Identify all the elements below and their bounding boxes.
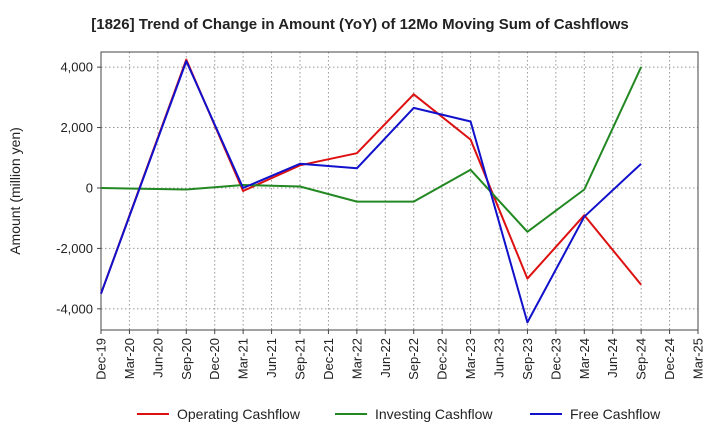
x-tick-label: Sep-20 (179, 338, 194, 380)
x-tick-label: Mar-25 (691, 338, 706, 379)
y-tick-label: 2,000 (60, 120, 93, 135)
x-tick-label: Dec-23 (548, 338, 563, 380)
x-tick-label: Jun-22 (378, 338, 393, 378)
x-tick-label: Dec-20 (207, 338, 222, 380)
x-axis-ticks: Dec-19 Mar-20 Jun-20 Sep-20 Dec-20 Mar-21 Jun-… (94, 330, 706, 380)
y-tick-label: -4,000 (56, 301, 93, 316)
series-lines (100, 58, 643, 324)
legend: Operating Cashflow Investing Cashflow Free… (137, 406, 661, 422)
free-cashflow-line (100, 60, 642, 324)
x-tick-label: Jun-23 (492, 338, 507, 378)
x-tick-label: Mar-24 (577, 338, 592, 379)
x-tick-label: Sep-24 (634, 338, 649, 380)
y-axis-ticks: -4,000 -2,000 0 2,000 4,000 (56, 60, 101, 316)
operating-cashflow-line (100, 58, 642, 295)
legend-label-investing-cashflow: Investing Cashflow (375, 406, 493, 422)
x-tick-label: Dec-24 (662, 338, 677, 380)
investing-cashflow-line (100, 66, 643, 233)
grid-lines (100, 52, 699, 330)
y-tick-label: 0 (86, 180, 93, 195)
x-tick-label: Mar-22 (349, 338, 364, 379)
x-tick-label: Jun-21 (264, 338, 279, 378)
x-tick-label: Mar-20 (122, 338, 137, 379)
y-axis-label: Amount (million yen) (7, 127, 23, 255)
x-tick-label: Dec-21 (321, 338, 336, 380)
y-tick-label: -2,000 (56, 241, 93, 256)
x-tick-label: Sep-22 (406, 338, 421, 380)
x-tick-label: Dec-19 (94, 338, 109, 380)
legend-label-free-cashflow: Free Cashflow (570, 406, 661, 422)
x-tick-label: Dec-22 (435, 338, 450, 380)
x-tick-label: Sep-23 (520, 338, 535, 380)
plot-area (100, 51, 699, 331)
x-tick-label: Jun-24 (605, 338, 620, 378)
chart-title: [1826] Trend of Change in Amount (YoY) o… (91, 16, 629, 33)
x-tick-label: Jun-20 (150, 338, 165, 378)
x-tick-label: Mar-21 (236, 338, 251, 379)
x-tick-label: Sep-21 (293, 338, 308, 380)
x-tick-label: Mar-23 (463, 338, 478, 379)
legend-label-operating-cashflow: Operating Cashflow (177, 406, 301, 422)
y-tick-label: 4,000 (60, 60, 93, 75)
